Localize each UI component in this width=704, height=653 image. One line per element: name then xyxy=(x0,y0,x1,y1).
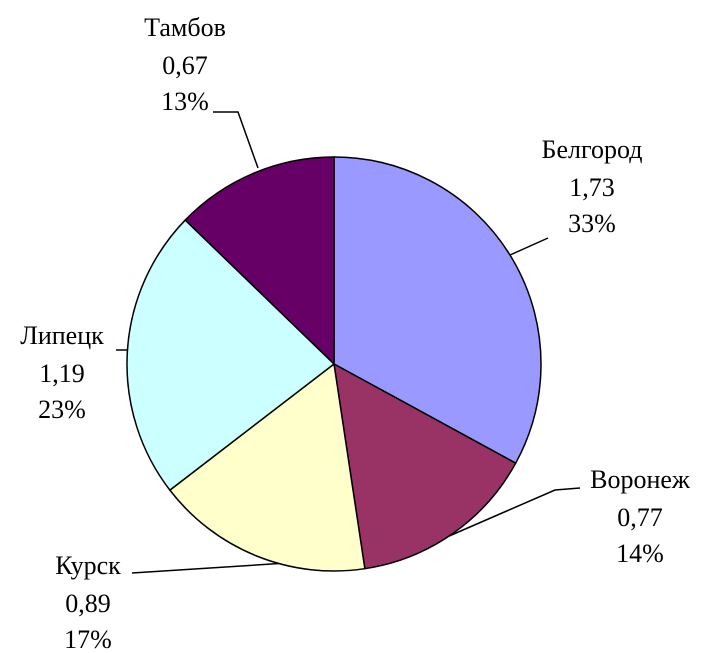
slice-percent-label: 23% xyxy=(38,395,86,424)
slice-value-label: 0,89 xyxy=(65,589,111,618)
slice-category-label: Тамбов xyxy=(144,13,226,42)
leader-line xyxy=(213,111,259,169)
slice-category-label: Курск xyxy=(55,551,121,580)
pie-slice xyxy=(333,362,517,570)
slice-category-label: Воронеж xyxy=(590,465,691,494)
slice-value-label: 0,77 xyxy=(617,503,663,532)
pie-slice xyxy=(333,156,542,465)
slice-percent-label: 13% xyxy=(161,87,209,116)
slice-percent-label: 33% xyxy=(568,209,616,238)
slice-value-label: 1,73 xyxy=(569,173,615,202)
slice-category-label: Белгород xyxy=(542,135,643,164)
slice-value-label: 0,67 xyxy=(162,51,208,80)
leader-line xyxy=(439,487,581,541)
slice-percent-label: 17% xyxy=(64,625,112,653)
leader-line xyxy=(509,237,549,256)
pie-slice xyxy=(126,218,336,492)
slice-category-label: Липецк xyxy=(20,321,104,350)
slice-percent-label: 14% xyxy=(616,539,664,568)
slice-value-label: 1,19 xyxy=(39,359,85,388)
pie-slice xyxy=(168,362,366,572)
pie-slice xyxy=(184,156,335,366)
